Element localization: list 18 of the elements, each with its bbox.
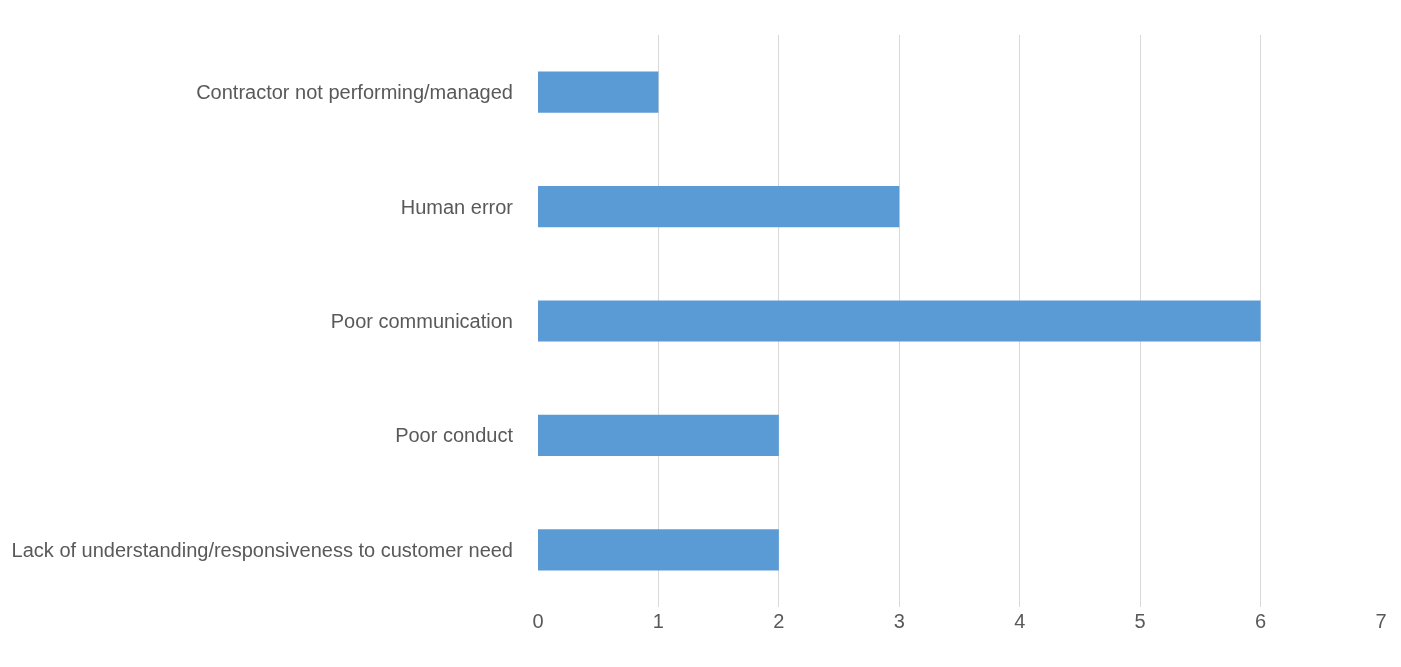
x-tick-label: 0 xyxy=(532,610,544,632)
x-tick-label: 3 xyxy=(893,610,905,632)
y-tick-label: Poor communication xyxy=(330,310,513,332)
bar xyxy=(538,71,659,113)
bar xyxy=(538,414,779,456)
x-tick-label: 7 xyxy=(1375,610,1387,632)
y-tick-label: Human error xyxy=(400,195,514,218)
bar xyxy=(538,300,1261,342)
y-tick-label: Lack of understanding/responsiveness to customer need xyxy=(11,538,513,561)
y-tick-label: Contractor not performing/managed xyxy=(196,81,513,104)
x-tick-label: 5 xyxy=(1134,610,1146,632)
x-tick-label: 4 xyxy=(1014,610,1026,632)
y-tick-label: Poor conduct xyxy=(395,424,514,447)
bar xyxy=(538,529,779,571)
x-tick-label: 1 xyxy=(652,610,664,632)
x-tick-label: 6 xyxy=(1255,610,1267,632)
x-tick-label: 2 xyxy=(773,610,785,632)
bar xyxy=(538,186,900,228)
